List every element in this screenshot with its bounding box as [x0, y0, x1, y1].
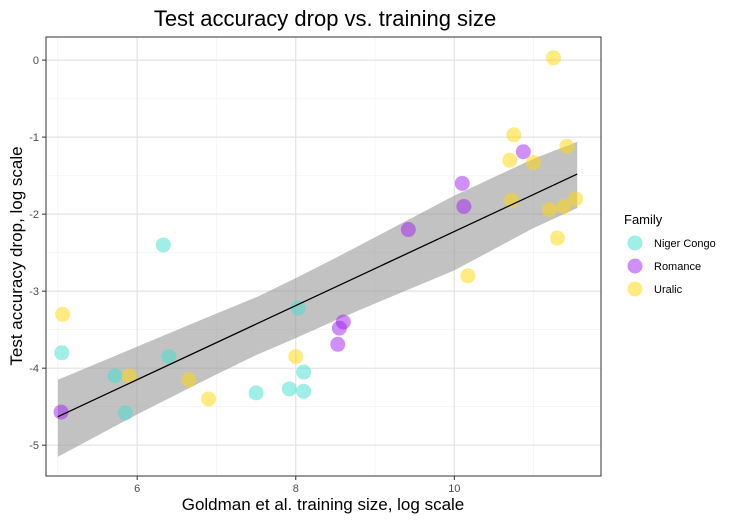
data-point: [549, 230, 565, 246]
legend-label: Uralic: [654, 284, 683, 296]
data-point: [568, 191, 584, 207]
y-tick-label: -4: [29, 363, 39, 375]
x-tick-label: 10: [448, 483, 460, 495]
data-point: [117, 405, 133, 421]
data-point: [54, 345, 70, 361]
data-point: [506, 127, 522, 143]
confidence-band-layer: [57, 141, 578, 457]
y-tick-label: -1: [29, 132, 39, 144]
chart-title: Test accuracy drop vs. training size: [154, 6, 496, 31]
data-point: [545, 50, 561, 66]
legend-title: Family: [624, 212, 663, 227]
data-point: [330, 336, 346, 352]
legend: Family Niger Congo Romance Uralic: [624, 212, 716, 297]
y-tick-label: -5: [29, 440, 39, 452]
confidence-band: [57, 141, 578, 457]
legend-key: [627, 281, 643, 297]
data-point: [181, 372, 197, 388]
y-tick-label: 0: [33, 55, 39, 67]
data-point: [296, 364, 312, 380]
data-point: [53, 404, 69, 420]
regression-line: [57, 173, 578, 418]
fit-line-layer: [57, 173, 578, 418]
x-axis-title: Goldman et al. training size, log scale: [182, 495, 465, 514]
ticks-layer: 6 8 10 0 -1 -2 -3 -4 -5: [29, 55, 460, 495]
data-point: [55, 306, 71, 322]
data-point: [460, 268, 476, 284]
data-point: [541, 202, 557, 218]
data-point: [248, 385, 264, 401]
data-point: [296, 383, 312, 399]
points-layer: [53, 50, 584, 421]
legend-label: Niger Congo: [654, 238, 716, 250]
data-point: [201, 391, 217, 407]
data-point: [502, 152, 518, 168]
data-point: [556, 198, 572, 214]
data-point: [290, 300, 306, 316]
data-point: [456, 198, 472, 214]
y-tick-label: -2: [29, 209, 39, 221]
data-point: [503, 192, 519, 208]
data-point: [400, 222, 416, 238]
legend-key: [627, 258, 643, 274]
y-tick-label: -3: [29, 286, 39, 298]
data-point: [335, 314, 351, 330]
data-point: [288, 349, 304, 365]
data-point: [559, 138, 575, 154]
data-point: [161, 349, 177, 365]
x-tick-label: 6: [134, 483, 140, 495]
data-point: [526, 155, 542, 171]
data-point: [454, 175, 470, 191]
plot-border: [45, 36, 602, 477]
legend-label: Romance: [654, 261, 701, 273]
data-point: [121, 368, 137, 384]
legend-key: [627, 235, 643, 251]
data-point: [107, 368, 123, 384]
y-axis-title: Test accuracy drop, log scale: [7, 146, 26, 365]
data-point: [155, 237, 171, 253]
data-point: [281, 381, 297, 397]
x-tick-label: 8: [293, 483, 299, 495]
data-point: [515, 144, 531, 160]
